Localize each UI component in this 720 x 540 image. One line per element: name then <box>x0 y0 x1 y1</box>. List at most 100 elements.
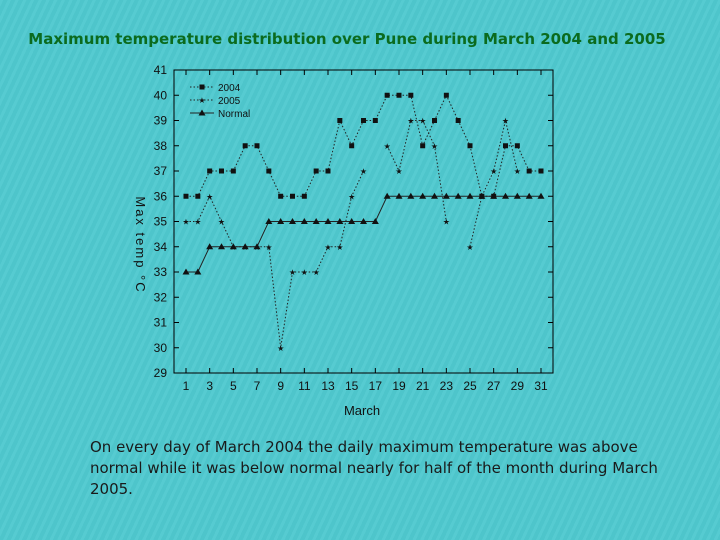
data-point-star: ★ <box>289 268 296 277</box>
data-point-star: ★ <box>182 218 189 227</box>
y-tick-label: 36 <box>154 189 168 203</box>
data-point-triangle <box>194 268 202 275</box>
data-point-star: ★ <box>218 218 225 227</box>
data-point-triangle <box>277 218 285 224</box>
data-point-star: ★ <box>514 167 521 176</box>
series-line <box>186 170 364 348</box>
data-point-square <box>195 193 201 199</box>
data-point-star: ★ <box>395 167 402 176</box>
y-tick-label: 30 <box>154 341 168 355</box>
y-tick-label: 32 <box>154 290 168 304</box>
x-tick-label: 25 <box>463 379 477 393</box>
data-point-square <box>420 143 426 149</box>
x-tick-label: 17 <box>369 379 383 393</box>
x-axis-ticks: 1 3 5 7 9 11 13 15 17 19 21 23 25 27 29 31 <box>183 70 548 393</box>
y-tick-label: 33 <box>154 265 168 279</box>
data-point-triangle <box>466 192 474 199</box>
data-point-star: ★ <box>431 142 438 151</box>
slide-body-text: On every day of March 2004 the daily max… <box>90 438 658 498</box>
y-axis-label: Max temp °C <box>133 196 148 293</box>
data-point-square <box>242 143 248 149</box>
data-point-triangle <box>218 243 225 250</box>
x-tick-label: 31 <box>534 379 548 393</box>
data-point-triangle <box>371 218 379 224</box>
data-point-square <box>396 92 402 98</box>
data-point-triangle <box>206 243 214 250</box>
data-point-triangle <box>431 192 438 199</box>
data-point-star: ★ <box>324 243 331 252</box>
legend-label-normal: Normal <box>218 109 250 120</box>
data-point-star: ★ <box>348 192 355 201</box>
x-tick-label: 11 <box>298 379 311 393</box>
data-point-square <box>199 84 205 90</box>
data-point-star: ★ <box>277 344 284 353</box>
data-point-star: ★ <box>313 268 320 277</box>
data-point-square <box>230 168 236 174</box>
x-tick-label: 13 <box>321 379 335 393</box>
data-point-square <box>467 143 473 149</box>
data-point-square <box>432 118 437 123</box>
data-point-triangle <box>513 192 521 199</box>
data-point-square <box>313 168 319 174</box>
data-point-square <box>219 168 224 174</box>
x-tick-label: 27 <box>487 379 501 393</box>
data-point-square <box>526 168 532 174</box>
data-point-triangle <box>490 192 498 199</box>
legend-label-2005: 2005 <box>218 96 241 107</box>
data-point-triangle <box>419 192 427 199</box>
data-point-triangle <box>253 243 261 250</box>
x-tick-label: 5 <box>230 379 237 393</box>
data-point-square <box>455 118 461 123</box>
data-point-triangle <box>265 218 273 224</box>
x-tick-label: 21 <box>416 379 430 393</box>
data-point-star: ★ <box>466 243 473 252</box>
data-point-star: ★ <box>194 218 201 227</box>
data-point-star: ★ <box>198 96 205 105</box>
x-tick-label: 3 <box>206 379 213 393</box>
data-point-square <box>384 92 390 98</box>
data-point-square <box>408 92 414 98</box>
data-point-square <box>372 118 378 123</box>
x-axis-label: March <box>344 403 380 418</box>
data-point-triangle <box>478 192 486 199</box>
data-point-triangle <box>537 192 545 199</box>
y-tick-label: 29 <box>154 366 168 380</box>
data-point-triangle <box>525 192 533 199</box>
y-tick-label: 40 <box>154 88 168 102</box>
data-point-triangle <box>407 192 415 199</box>
data-point-square <box>349 143 355 149</box>
data-point-square <box>278 193 284 199</box>
data-point-triangle <box>395 192 403 199</box>
data-point-triangle <box>383 192 391 199</box>
data-point-square <box>266 168 272 174</box>
data-point-triangle <box>454 192 462 199</box>
data-point-square <box>207 168 213 174</box>
data-point-star: ★ <box>384 142 391 151</box>
y-tick-label: 31 <box>154 316 168 330</box>
y-tick-label: 39 <box>154 114 168 128</box>
series-line <box>469 120 518 247</box>
slide-title: Maximum temperature distribution over Pu… <box>28 30 666 48</box>
data-point-triangle <box>312 218 320 224</box>
data-point-triangle <box>360 218 367 224</box>
series-line <box>186 195 541 273</box>
x-tick-label: 19 <box>392 379 406 393</box>
data-point-triangle <box>442 192 450 199</box>
data-point-square <box>325 168 331 174</box>
y-tick-label: 41 <box>154 63 168 77</box>
y-tick-label: 34 <box>154 240 168 254</box>
data-point-star: ★ <box>360 167 367 176</box>
y-tick-label: 37 <box>154 164 168 178</box>
data-point-square <box>183 193 189 199</box>
data-point-star: ★ <box>301 268 308 277</box>
data-point-triangle <box>182 268 190 275</box>
series-normal <box>182 192 545 275</box>
data-point-square <box>254 143 260 149</box>
data-point-triangle <box>502 192 509 199</box>
data-point-star: ★ <box>407 117 414 126</box>
x-tick-label: 9 <box>277 379 284 393</box>
data-point-triangle <box>289 218 296 224</box>
data-point-star: ★ <box>490 167 497 176</box>
legend-label-2004: 2004 <box>218 83 241 94</box>
